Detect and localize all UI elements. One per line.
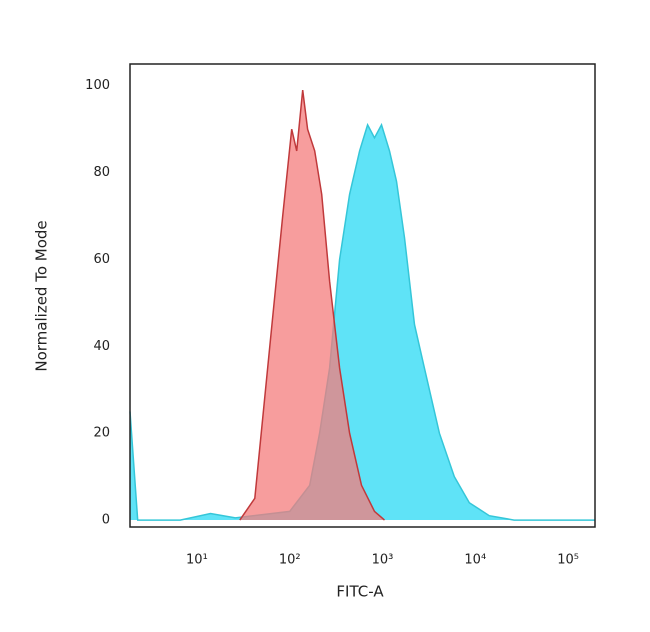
x-tick-label: 10⁴	[464, 553, 486, 568]
area-fill	[130, 124, 595, 521]
x-tick-label: 10³	[372, 553, 394, 568]
y-tick-label: 40	[93, 339, 110, 354]
y-axis-label: Normalized To Mode	[33, 220, 51, 371]
x-tick-label: 10²	[279, 553, 301, 568]
x-tick-label: 10¹	[186, 553, 208, 568]
y-tick-label: 20	[93, 426, 110, 441]
plot-frame	[129, 63, 596, 528]
x-tick-label: 10⁵	[557, 553, 579, 568]
y-tick-label: 80	[93, 165, 110, 180]
y-tick-label: 100	[85, 78, 110, 93]
x-axis-label: FITC-A	[336, 583, 384, 601]
area-fill	[239, 90, 385, 521]
y-tick-label: 60	[93, 252, 110, 267]
y-tick-label: 0	[102, 513, 110, 528]
area-line	[239, 90, 385, 521]
